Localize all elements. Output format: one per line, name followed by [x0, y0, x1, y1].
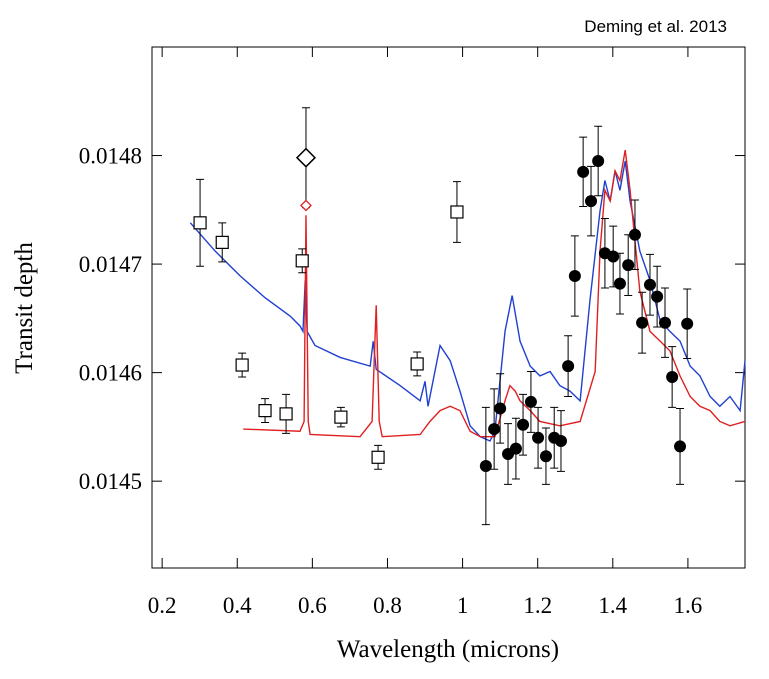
square-marker	[279, 407, 293, 421]
square-marker	[235, 358, 249, 372]
circle-marker	[524, 395, 537, 408]
x-tick-label: 0.4	[223, 593, 252, 618]
y-tick-label: 0.0148	[79, 144, 142, 169]
x-tick-label: 1	[457, 593, 469, 618]
diamond-marker	[300, 199, 312, 212]
square-marker	[450, 205, 464, 219]
circle-marker	[554, 435, 567, 448]
x-tick-label: 1.4	[598, 593, 627, 618]
circle-marker	[651, 290, 664, 303]
y-tick-label: 0.0145	[79, 469, 142, 494]
circle-marker	[562, 360, 575, 373]
plot-frame	[151, 46, 746, 569]
square-marker	[371, 450, 385, 464]
diamond-marker	[295, 147, 317, 168]
circle-marker	[607, 250, 620, 263]
y-axis-label: Transit depth	[11, 242, 38, 374]
circle-marker	[577, 165, 590, 178]
circle-marker	[636, 316, 649, 329]
circle-marker	[488, 423, 501, 436]
x-tick-label: 1.6	[674, 593, 703, 618]
circle-marker	[539, 450, 552, 463]
circle-marker	[585, 195, 598, 208]
circle-marker	[643, 278, 656, 291]
y-tick-label: 0.0147	[79, 252, 142, 277]
circle-marker	[479, 459, 492, 472]
circle-marker	[666, 370, 679, 383]
circle-marker	[509, 442, 522, 455]
model-line	[189, 160, 746, 442]
circle-marker	[494, 402, 507, 415]
square-marker	[215, 235, 229, 249]
circle-marker	[517, 418, 530, 431]
square-marker	[258, 404, 272, 418]
x-tick-label: 1.2	[523, 593, 552, 618]
square-marker	[410, 357, 424, 371]
square-marker	[334, 410, 348, 424]
x-axis-label: Wavelength (microns)	[337, 636, 559, 663]
square-marker	[193, 216, 207, 230]
annotation: Deming et al. 2013	[584, 17, 727, 36]
circle-marker	[613, 277, 626, 290]
circle-marker	[568, 270, 581, 283]
circle-marker	[674, 440, 687, 453]
x-tick-label: 0.8	[373, 593, 402, 618]
circle-marker	[659, 316, 672, 329]
circle-marker	[592, 154, 605, 167]
circle-marker	[681, 317, 694, 330]
y-tick-label: 0.0146	[79, 361, 142, 386]
circle-marker	[628, 228, 641, 241]
circle-marker	[622, 259, 635, 272]
square-marker	[295, 254, 309, 268]
circle-marker	[532, 431, 545, 444]
x-tick-label: 0.2	[148, 593, 177, 618]
x-tick-label: 0.6	[298, 593, 327, 618]
